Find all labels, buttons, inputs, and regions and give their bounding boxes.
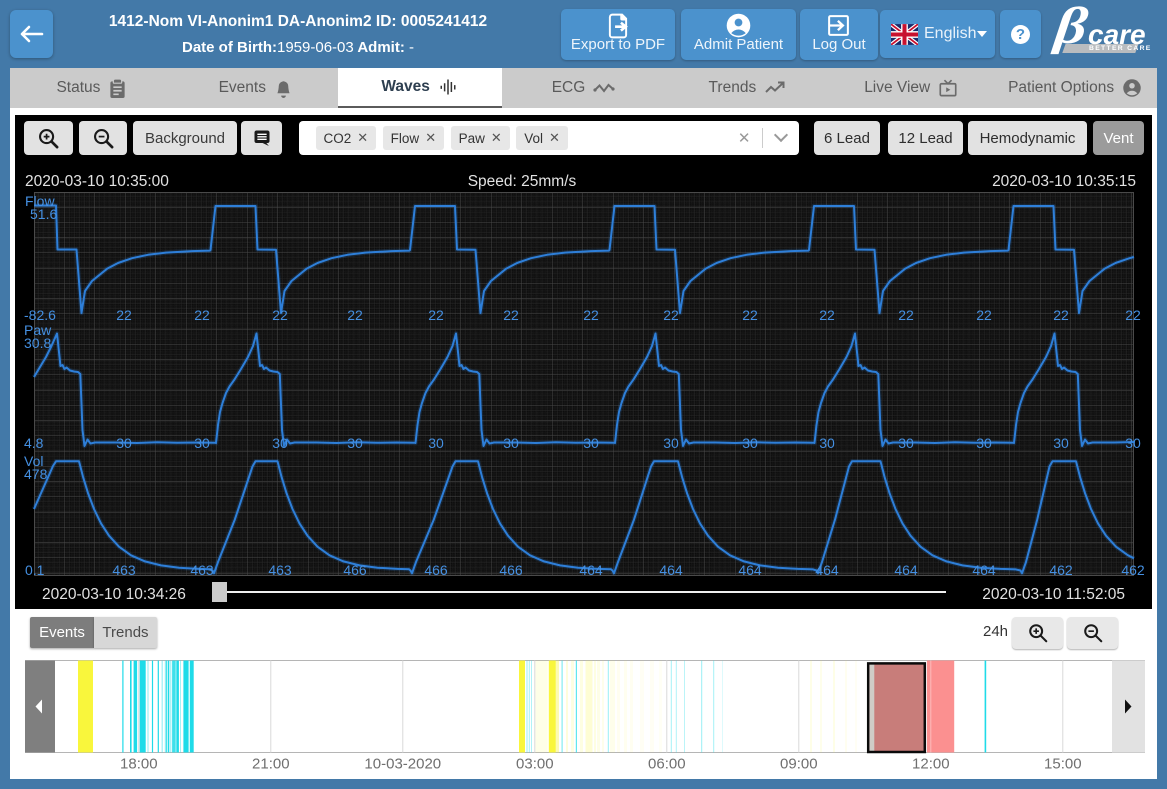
svg-text:06:00: 06:00 bbox=[648, 756, 686, 773]
svg-text:30: 30 bbox=[898, 435, 914, 451]
svg-text:2020-03-10 10:35:15: 2020-03-10 10:35:15 bbox=[992, 173, 1136, 190]
svg-text:2020-03-10 10:35:00: 2020-03-10 10:35:00 bbox=[25, 173, 169, 190]
svg-text:464: 464 bbox=[894, 562, 918, 578]
svg-text:466: 466 bbox=[499, 562, 523, 578]
svg-text:Speed: 25mm/s: Speed: 25mm/s bbox=[468, 173, 577, 190]
svg-text:03:00: 03:00 bbox=[516, 756, 554, 773]
svg-text:0.1: 0.1 bbox=[25, 562, 45, 578]
svg-text:30.8: 30.8 bbox=[24, 335, 51, 351]
svg-text:21:00: 21:00 bbox=[252, 756, 290, 773]
svg-text:30: 30 bbox=[819, 435, 835, 451]
svg-text:22: 22 bbox=[976, 307, 992, 323]
svg-text:12:00: 12:00 bbox=[912, 756, 950, 773]
svg-text:30: 30 bbox=[663, 435, 679, 451]
svg-text:30: 30 bbox=[194, 435, 210, 451]
svg-text:30: 30 bbox=[1053, 435, 1069, 451]
svg-text:466: 466 bbox=[424, 562, 448, 578]
svg-text:22: 22 bbox=[898, 307, 914, 323]
svg-text:18:00: 18:00 bbox=[120, 756, 158, 773]
svg-text:30: 30 bbox=[347, 435, 363, 451]
svg-text:-82.6: -82.6 bbox=[24, 307, 56, 323]
svg-text:22: 22 bbox=[347, 307, 363, 323]
svg-text:478: 478 bbox=[24, 466, 48, 482]
svg-text:30: 30 bbox=[272, 435, 288, 451]
svg-text:464: 464 bbox=[815, 562, 839, 578]
svg-text:22: 22 bbox=[503, 307, 519, 323]
svg-text:22: 22 bbox=[116, 307, 132, 323]
svg-text:Vol: Vol bbox=[24, 453, 43, 469]
svg-text:464: 464 bbox=[972, 562, 996, 578]
svg-text:30: 30 bbox=[1125, 435, 1141, 451]
svg-text:22: 22 bbox=[1125, 307, 1141, 323]
svg-text:15:00: 15:00 bbox=[1044, 756, 1082, 773]
svg-text:22: 22 bbox=[742, 307, 758, 323]
svg-text:2020-03-10 10:34:26: 2020-03-10 10:34:26 bbox=[42, 586, 186, 603]
svg-text:30: 30 bbox=[976, 435, 992, 451]
svg-text:463: 463 bbox=[190, 562, 214, 578]
svg-text:30: 30 bbox=[116, 435, 132, 451]
svg-text:466: 466 bbox=[343, 562, 367, 578]
svg-text:22: 22 bbox=[819, 307, 835, 323]
svg-text:464: 464 bbox=[659, 562, 683, 578]
svg-text:Paw: Paw bbox=[24, 322, 52, 338]
svg-text:464: 464 bbox=[579, 562, 603, 578]
svg-text:09:00: 09:00 bbox=[780, 756, 818, 773]
svg-text:10-03-2020: 10-03-2020 bbox=[364, 756, 441, 773]
svg-text:462: 462 bbox=[1121, 562, 1145, 578]
svg-text:30: 30 bbox=[428, 435, 444, 451]
svg-text:463: 463 bbox=[268, 562, 292, 578]
svg-text:22: 22 bbox=[1053, 307, 1069, 323]
svg-text:30: 30 bbox=[503, 435, 519, 451]
svg-text:464: 464 bbox=[738, 562, 762, 578]
svg-text:22: 22 bbox=[272, 307, 288, 323]
svg-text:22: 22 bbox=[583, 307, 599, 323]
svg-text:462: 462 bbox=[1049, 562, 1073, 578]
svg-text:51.6: 51.6 bbox=[30, 206, 57, 222]
svg-text:2020-03-10 11:52:05: 2020-03-10 11:52:05 bbox=[982, 586, 1125, 603]
svg-text:30: 30 bbox=[742, 435, 758, 451]
svg-text:4.8: 4.8 bbox=[24, 435, 44, 451]
svg-text:22: 22 bbox=[663, 307, 679, 323]
svg-text:30: 30 bbox=[583, 435, 599, 451]
svg-text:Flow: Flow bbox=[25, 193, 55, 209]
svg-text:463: 463 bbox=[112, 562, 136, 578]
svg-text:22: 22 bbox=[428, 307, 444, 323]
svg-text:22: 22 bbox=[194, 307, 210, 323]
